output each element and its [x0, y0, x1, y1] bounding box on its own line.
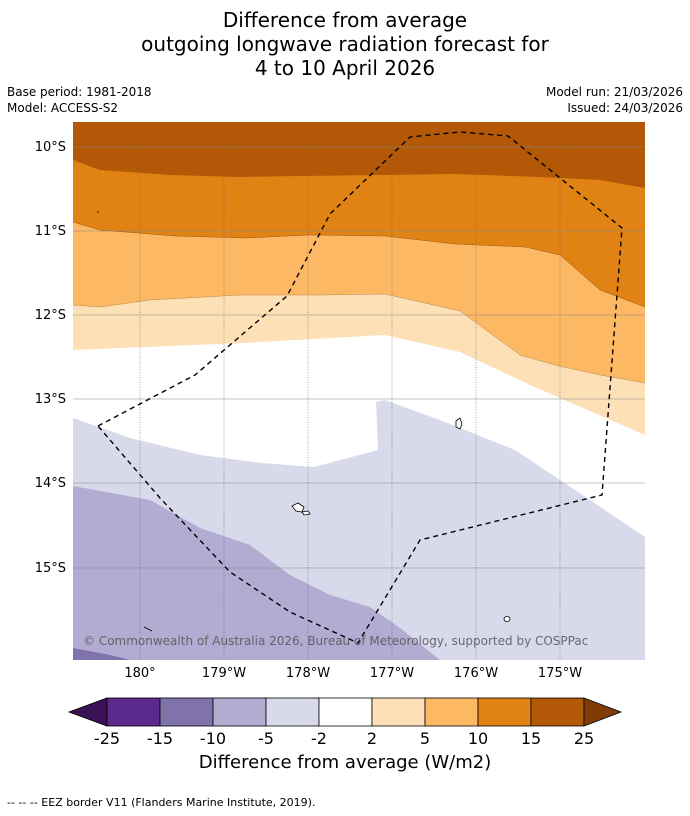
- model-name: Model: ACCESS-S2: [7, 101, 119, 115]
- meta-right: Model run: 21/03/2026 Issued: 24/03/2026: [546, 84, 683, 116]
- lat-label: 13°S: [35, 392, 66, 407]
- title-line-1: Difference from average: [222, 8, 468, 32]
- colorbar-tick: 15: [521, 729, 541, 745]
- meta-left: Base period: 1981-2018 Model: ACCESS-S2: [7, 84, 152, 116]
- colorbar-under-arrow: [67, 697, 108, 727]
- colorbar-swatch: [265, 697, 320, 727]
- lon-label: 179°W: [202, 666, 246, 681]
- map-field: [73, 122, 645, 660]
- eez-border: [96, 131, 623, 644]
- colorbar-tick: 25: [574, 729, 594, 745]
- island-upolu: [301, 510, 311, 516]
- lat-label: 10°S: [35, 140, 66, 155]
- colorbar-tick: 5: [420, 729, 430, 745]
- colorbar-tick: -2: [311, 729, 327, 745]
- colorbar-tick: -25: [94, 729, 120, 745]
- colorbar-label: Difference from average (W/m2): [198, 752, 492, 773]
- forecast-map: © Commonwealth of Australia 2026, Bureau…: [35, 122, 645, 745]
- lon-label: 177°W: [370, 666, 414, 681]
- lon-label: 178°W: [286, 666, 330, 681]
- title-line-2: outgoing longwave radiation forecast for: [141, 32, 549, 56]
- colorbar: [67, 697, 623, 727]
- colorbar-swatch: [424, 697, 479, 727]
- lat-labels: 10°S 11°S 12°S 13°S 14°S 15°S: [35, 140, 66, 576]
- island-niuatoputapu: [455, 417, 463, 430]
- islands: [97, 211, 511, 632]
- colorbar-tick: -10: [200, 729, 226, 745]
- colorbar-swatch: [106, 697, 161, 727]
- colorbar-tick: 2: [367, 729, 377, 745]
- colorbar-swatch: [530, 697, 585, 727]
- colorbar-swatch: [318, 697, 373, 727]
- issued-date: Issued: 24/03/2026: [567, 101, 683, 115]
- island-fragment: [143, 626, 153, 632]
- band-minus15-to-minus10: [73, 648, 130, 660]
- gridlines: [73, 122, 645, 660]
- island-savaii: [291, 502, 305, 513]
- lat-label: 14°S: [35, 476, 66, 491]
- lat-label: 12°S: [35, 308, 66, 323]
- copyright-text: © Commonwealth of Australia 2026, Bureau…: [83, 634, 588, 648]
- colorbar-swatch: [477, 697, 532, 727]
- eez-legend-note: -- -- -- EEZ border V11 (Flanders Marine…: [7, 796, 316, 809]
- colorbar-tick: -5: [258, 729, 274, 745]
- title-line-3: 4 to 10 April 2026: [254, 56, 436, 80]
- island-dot: [97, 211, 99, 213]
- lon-label: 180°: [124, 666, 155, 681]
- lon-labels: 180° 179°W 178°W 177°W 176°W 175°W: [124, 666, 582, 681]
- lon-label: 175°W: [538, 666, 582, 681]
- island-tafahi: [503, 616, 511, 622]
- colorbar-swatch: [212, 697, 267, 727]
- base-period: Base period: 1981-2018: [7, 85, 152, 99]
- colorbar-tick: 10: [468, 729, 488, 745]
- band-minus10-to-minus5: [73, 486, 440, 660]
- lat-label: 15°S: [35, 561, 66, 576]
- colorbar-over-arrow: [583, 697, 623, 727]
- colorbar-ticks: -25 -15 -10 -5 -2 2 5 10 15 25: [94, 729, 594, 745]
- colorbar-tick: -15: [147, 729, 173, 745]
- band-15-to-25: [73, 122, 645, 188]
- lon-label: 176°W: [454, 666, 498, 681]
- model-run: Model run: 21/03/2026: [545, 85, 683, 99]
- chart-title: Difference from average outgoing longwav…: [0, 8, 690, 80]
- lat-label: 11°S: [35, 224, 66, 239]
- colorbar-swatch: [159, 697, 214, 727]
- colorbar-swatch: [371, 697, 426, 727]
